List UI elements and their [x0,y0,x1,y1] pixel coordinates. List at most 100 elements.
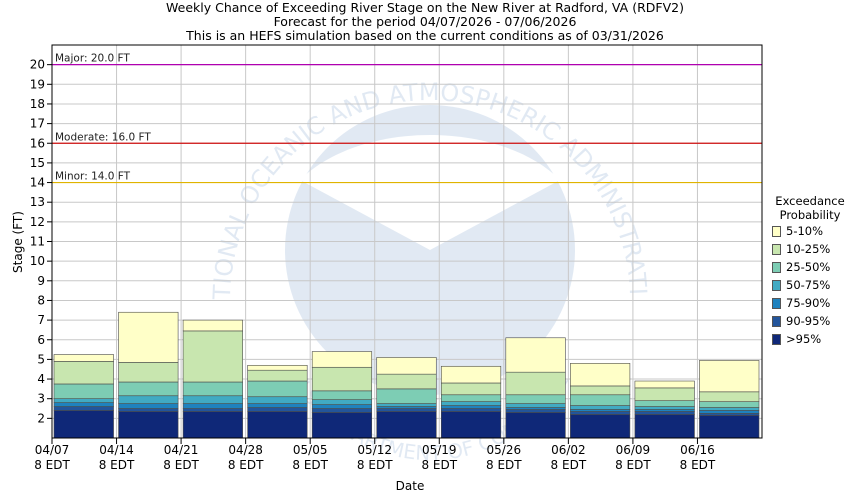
x-tick-tz: 8 EDT [228,458,264,472]
x-tick-date: 06/09 [616,443,651,457]
bar-segment-05-26-4 [505,394,566,404]
y-tick-label: 5 [37,352,45,366]
bar-segment-06-16-5 [699,391,760,402]
bar-segment-06-02-3 [570,405,631,410]
chart-titles: Weekly Chance of Exceeding River Stage o… [0,1,850,43]
bar-segment-05-05-5 [311,366,373,392]
bar-segment-06-09-0 [634,414,695,439]
y-tick-label: 15 [30,156,45,170]
y-tick-label: 6 [37,333,45,347]
x-tick-date: 05/26 [487,443,522,457]
bar-segment-05-19-2 [440,405,502,409]
legend-item: 75-90% [772,294,850,312]
bar-segment-05-19-1 [440,408,502,412]
bar-segment-05-26-6 [505,337,566,373]
legend-item: 90-95% [772,312,850,330]
bar-segment-04-14-3 [118,395,179,404]
bar-segment-04-21-3 [182,395,243,404]
bar-segment-04-21-4 [182,381,243,397]
bar-segment-06-09-6 [634,380,695,389]
x-tick-date: 06/16 [680,443,715,457]
bar-segment-05-26-5 [505,371,566,396]
bar-segment-05-19-3 [440,401,502,406]
bar-segment-04-07-5 [53,361,114,385]
bar-segment-04-14-0 [118,411,179,439]
x-tick-tz: 8 EDT [551,458,587,472]
bar-segment-06-16-0 [699,415,760,439]
chart-title: Weekly Chance of Exceeding River Stage o… [166,0,684,15]
legend-swatch [772,225,781,237]
legend-swatch [772,243,781,255]
bar-segment-05-05-2 [311,404,373,409]
legend-item: 5-10% [772,222,850,240]
x-tick-date: 04/28 [228,443,263,457]
x-tick-date: 05/12 [357,443,392,457]
bar-segment-06-16-3 [699,407,760,411]
bar-segment-06-09-3 [634,406,695,410]
bar-segment-04-21-0 [182,411,243,439]
y-tick-label: 3 [37,392,45,406]
y-tick-label: 20 [30,58,45,72]
bar-segment-04-07-0 [53,410,114,439]
x-tick-date: 05/05 [293,443,328,457]
bar-segment-05-12-0 [376,411,437,439]
bar-segment-06-02-5 [570,385,631,396]
y-tick-label: 7 [37,313,45,327]
legend-swatch [772,279,781,291]
bar-segment-05-12-6 [376,357,437,375]
bar-segment-05-05-1 [311,408,373,413]
legend-label: 25-50% [786,260,831,274]
bar-segment-05-12-4 [376,388,437,404]
bar-segment-05-19-6 [440,365,502,384]
bar-segment-05-19-5 [440,382,502,396]
flood-line-label: Minor: 14.0 FT [55,171,131,183]
x-tick-tz: 8 EDT [99,458,135,472]
legend-label: 75-90% [786,296,831,310]
bar-segment-04-07-6 [53,354,114,362]
bar-segment-05-05-3 [311,399,373,405]
legend-swatch [772,261,781,273]
x-tick-tz: 8 EDT [421,458,457,472]
bar-segment-05-12-3 [376,403,437,407]
bar-segment-06-02-1 [570,411,631,415]
bar-segment-06-09-5 [634,387,695,401]
legend-label: 5-10% [786,224,824,238]
bar-segment-05-19-0 [440,411,502,439]
chart-note: This is an HEFS simulation based on the … [186,28,664,43]
bar-segment-04-28-4 [247,380,308,398]
flood-line-label: Major: 20.0 FT [55,53,130,65]
x-tick-tz: 8 EDT [34,458,70,472]
x-tick-date: 06/02 [551,443,586,457]
bar-segment-05-19-4 [440,394,502,402]
y-tick-label: 11 [30,235,45,249]
x-tick-tz: 8 EDT [486,458,522,472]
legend-title-1: Exceedance [775,194,845,208]
legend-label: 10-25% [786,242,831,256]
bar-segment-06-16-4 [699,401,760,408]
legend-swatch [772,333,781,345]
bar-segment-04-28-1 [247,407,308,412]
x-tick-date: 04/07 [35,443,70,457]
legend-swatch [772,297,781,309]
x-tick-date: 04/14 [99,443,134,457]
legend-items: 5-10% 10-25% 25-50% 50-75% 75-90% 90-95% >95% [770,222,850,348]
y-axis-label: Stage (FT) [11,211,25,273]
bar-segment-04-14-4 [118,381,179,397]
bars [53,311,760,439]
x-axis-label: Date [396,479,425,493]
x-tick-tz: 8 EDT [680,458,716,472]
y-tick-label: 8 [37,293,45,307]
x-tick-tz: 8 EDT [615,458,651,472]
bar-segment-04-14-5 [118,362,179,383]
bar-segment-04-21-2 [182,403,243,409]
y-tick-label: 2 [37,411,45,425]
y-tick-label: 17 [30,117,45,131]
x-tick-tz: 8 EDT [163,458,199,472]
y-tick-label: 14 [30,176,45,190]
bar-segment-05-26-1 [505,409,566,413]
bar-segment-05-05-4 [311,390,373,400]
y-tick-label: 16 [30,136,45,150]
bar-segment-06-16-2 [699,410,760,414]
